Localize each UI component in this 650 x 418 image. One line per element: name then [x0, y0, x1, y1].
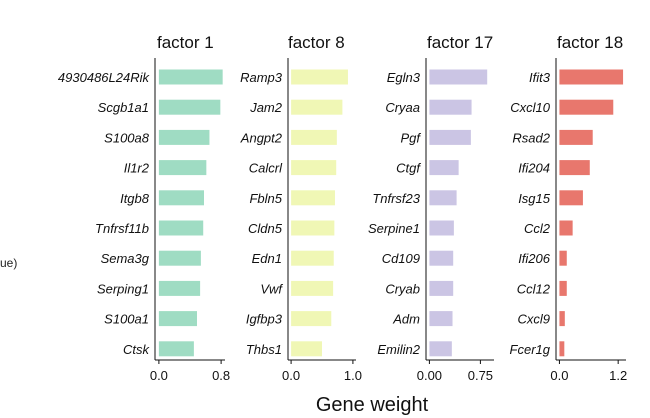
bar-3-2: [429, 99, 472, 115]
bar-1-8: [158, 280, 201, 296]
x-tick-label: 0.0: [550, 368, 568, 383]
panel-title-1: factor 1: [157, 33, 214, 52]
gene-label: S100a8: [104, 130, 150, 145]
bar-3-1: [429, 69, 488, 85]
gene-label: Scgb1a1: [98, 100, 149, 115]
x-tick-label: 0.00: [417, 368, 442, 383]
gene-label: Fbln5: [249, 191, 282, 206]
gene-label: Cxcl9: [517, 312, 550, 327]
bar-2-9: [291, 311, 332, 327]
bar-2-8: [291, 280, 334, 296]
bar-2-2: [291, 99, 343, 115]
bar-4-7: [559, 250, 567, 266]
bar-2-5: [291, 190, 335, 206]
gene-label: Ifi206: [518, 251, 551, 266]
bar-4-5: [559, 190, 583, 206]
gene-label: Ccl12: [517, 281, 551, 296]
gene-label: Sema3g: [101, 251, 150, 266]
x-tick-label: 0.0: [282, 368, 300, 383]
bar-2-1: [291, 69, 348, 85]
x-tick-label: 0.0: [150, 368, 168, 383]
x-tick-label: 1.2: [609, 368, 627, 383]
gene-label: S100a1: [104, 312, 149, 327]
bar-3-5: [429, 190, 457, 206]
gene-label: Isg15: [518, 191, 551, 206]
gene-label: Ctsk: [123, 342, 151, 357]
bar-4-3: [559, 129, 593, 145]
bar-3-4: [429, 160, 459, 176]
bar-1-10: [158, 341, 194, 357]
bar-3-6: [429, 220, 454, 236]
gene-label: Egln3: [387, 70, 421, 85]
bar-3-9: [429, 311, 453, 327]
gene-label: Rsad2: [512, 130, 550, 145]
gene-label: Itgb8: [120, 191, 150, 206]
panel-title-3: factor 17: [427, 33, 493, 52]
bar-4-6: [559, 220, 573, 236]
panel-title-4: factor 18: [557, 33, 623, 52]
bar-4-1: [559, 69, 624, 85]
gene-label: Tnfrsf23: [372, 191, 420, 206]
gene-label: Tnfrsf11b: [95, 221, 149, 236]
bar-1-7: [158, 250, 201, 266]
bar-2-4: [291, 160, 337, 176]
gene-label: Cryaa: [385, 100, 420, 115]
gene-label: Igfbp3: [246, 312, 283, 327]
bar-1-1: [158, 69, 223, 85]
gene-label: Fcer1g: [510, 342, 551, 357]
bar-3-8: [429, 280, 454, 296]
x-tick-label: 0.8: [212, 368, 230, 383]
gene-label: Serping1: [97, 281, 149, 296]
gene-label: Cxcl10: [510, 100, 551, 115]
truncated-axis-label: ue): [0, 256, 18, 270]
gene-label: Cldn5: [248, 221, 283, 236]
gene-label: Il1r2: [124, 161, 150, 176]
x-tick-label: 1.0: [344, 368, 362, 383]
gene-label: Cd109: [382, 251, 420, 266]
gene-label: Ifi204: [518, 161, 550, 176]
gene-label: Serpine1: [368, 221, 420, 236]
gene-label: Angpt2: [240, 130, 283, 145]
gene-label: Emilin2: [377, 342, 420, 357]
bar-4-10: [559, 341, 565, 357]
bar-3-7: [429, 250, 454, 266]
x-axis-title: Gene weight: [316, 394, 429, 416]
gene-label: Pgf: [400, 130, 421, 145]
bar-4-9: [559, 311, 565, 327]
bar-4-2: [559, 99, 614, 115]
gene-label: 4930486L24Rik: [58, 70, 151, 85]
bar-1-6: [158, 220, 204, 236]
bar-3-3: [429, 129, 471, 145]
panel-title-2: factor 8: [288, 33, 345, 52]
gene-label: Ifit3: [529, 70, 551, 85]
bar-2-7: [291, 250, 334, 266]
bar-4-4: [559, 160, 590, 176]
bar-1-3: [158, 129, 210, 145]
bar-4-8: [559, 280, 567, 296]
bar-2-3: [291, 129, 337, 145]
gene-label: Edn1: [252, 251, 282, 266]
gene-label: Vwf: [260, 281, 283, 296]
gene-label: Jam2: [249, 100, 283, 115]
bar-1-4: [158, 160, 207, 176]
gene-label: Ramp3: [240, 70, 283, 85]
gene-label: Ccl2: [524, 221, 551, 236]
gene-label: Cryab: [385, 281, 420, 296]
bar-3-10: [429, 341, 452, 357]
gene-label: Calcrl: [249, 161, 283, 176]
x-tick-label: 0.75: [468, 368, 493, 383]
bar-1-2: [158, 99, 221, 115]
bar-1-9: [158, 311, 197, 327]
bar-2-6: [291, 220, 335, 236]
bar-1-5: [158, 190, 204, 206]
gene-label: Adm: [392, 312, 420, 327]
bar-2-10: [291, 341, 322, 357]
gene-label: Ctgf: [396, 161, 421, 176]
gene-label: Thbs1: [246, 342, 282, 357]
